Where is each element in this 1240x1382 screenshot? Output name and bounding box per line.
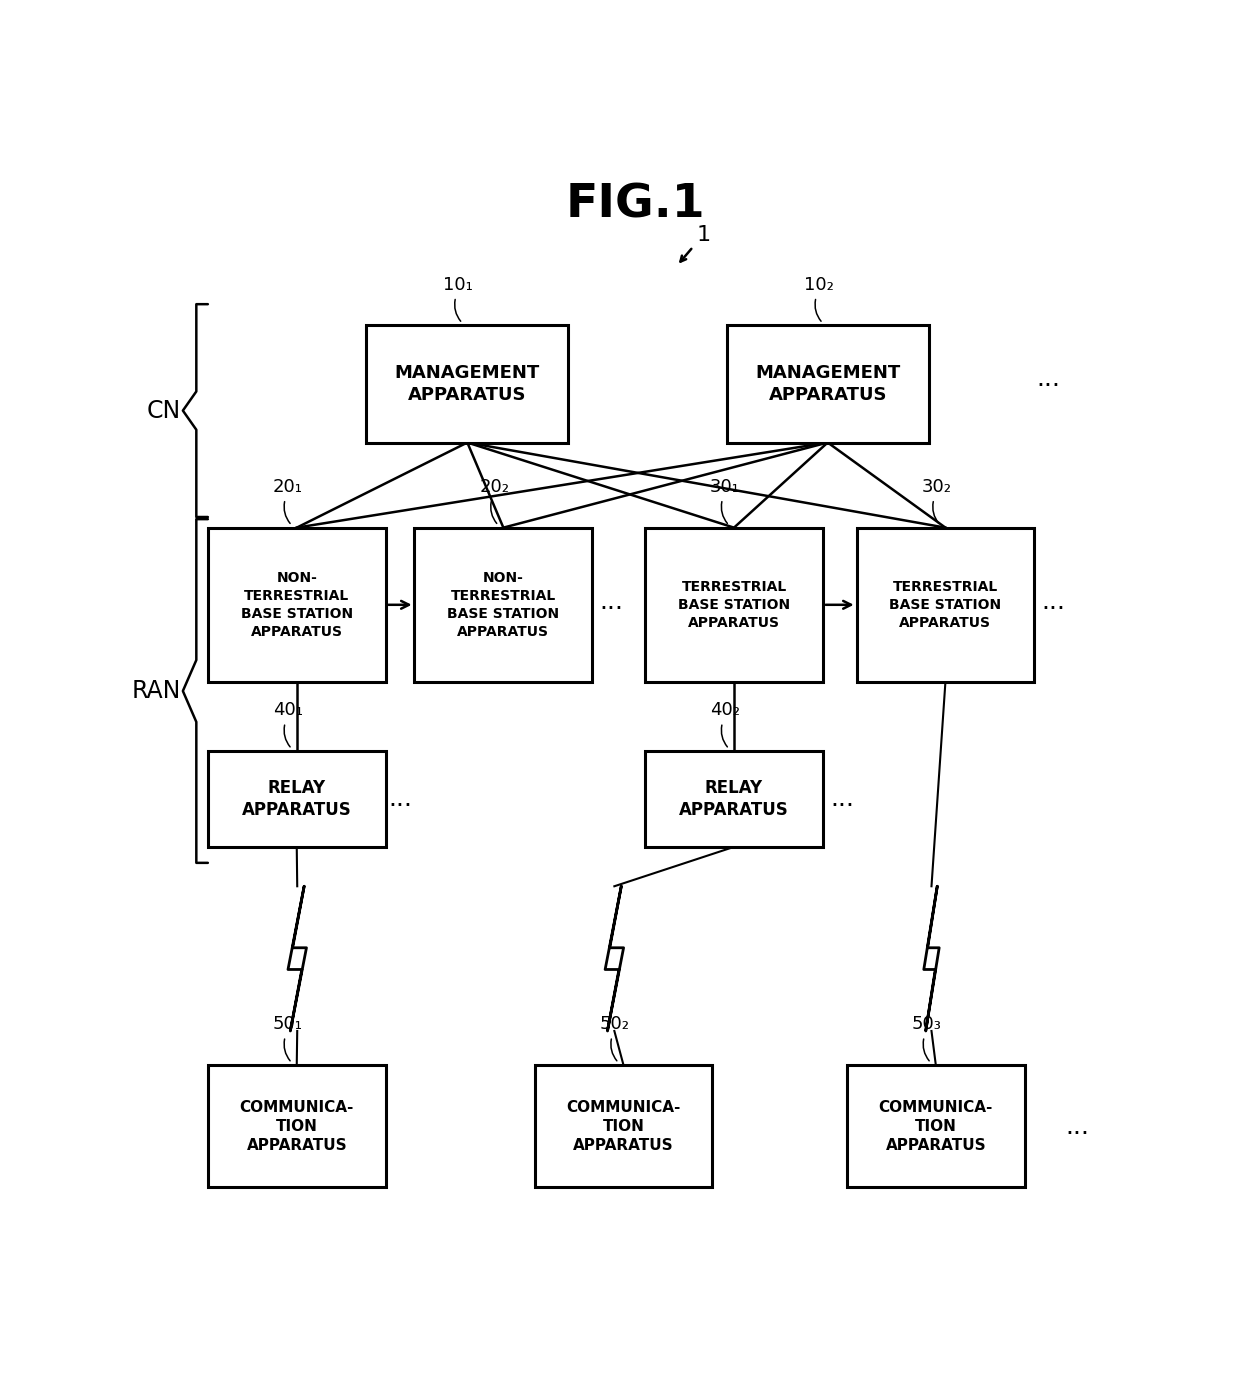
Text: 20₂: 20₂ xyxy=(480,478,510,496)
Text: FIG.1: FIG.1 xyxy=(565,182,706,228)
Text: COMMUNICA-
TION
APPARATUS: COMMUNICA- TION APPARATUS xyxy=(879,1100,993,1153)
Text: 50₂: 50₂ xyxy=(599,1016,630,1034)
Text: 30₂: 30₂ xyxy=(921,478,951,496)
Text: ...: ... xyxy=(1037,366,1060,391)
Text: MANAGEMENT
APPARATUS: MANAGEMENT APPARATUS xyxy=(394,363,539,405)
Text: COMMUNICA-
TION
APPARATUS: COMMUNICA- TION APPARATUS xyxy=(567,1100,681,1153)
Bar xyxy=(857,528,1034,681)
Text: COMMUNICA-
TION
APPARATUS: COMMUNICA- TION APPARATUS xyxy=(239,1100,353,1153)
Bar xyxy=(534,1066,713,1187)
Text: 40₂: 40₂ xyxy=(711,701,740,719)
Text: CN: CN xyxy=(146,398,181,423)
Bar xyxy=(414,528,593,681)
Bar xyxy=(208,528,386,681)
Text: NON-
TERRESTRIAL
BASE STATION
APPARATUS: NON- TERRESTRIAL BASE STATION APPARATUS xyxy=(241,571,353,638)
Bar xyxy=(645,528,823,681)
Bar xyxy=(208,752,386,847)
Text: ...: ... xyxy=(1042,590,1065,614)
Text: TERRESTRIAL
BASE STATION
APPARATUS: TERRESTRIAL BASE STATION APPARATUS xyxy=(678,580,790,630)
Text: 40₁: 40₁ xyxy=(273,701,303,719)
Text: RAN: RAN xyxy=(131,679,181,703)
Text: 1: 1 xyxy=(697,225,711,245)
Text: ...: ... xyxy=(388,786,412,811)
Bar xyxy=(847,1066,1024,1187)
Text: ...: ... xyxy=(1065,1115,1090,1139)
Text: 50₁: 50₁ xyxy=(273,1016,303,1034)
Text: NON-
TERRESTRIAL
BASE STATION
APPARATUS: NON- TERRESTRIAL BASE STATION APPARATUS xyxy=(448,571,559,638)
Bar xyxy=(367,326,568,442)
Bar xyxy=(645,752,823,847)
Text: 50₃: 50₃ xyxy=(911,1016,941,1034)
Text: ...: ... xyxy=(599,590,624,614)
Text: 30₁: 30₁ xyxy=(711,478,740,496)
Text: 10₂: 10₂ xyxy=(804,275,833,293)
Text: RELAY
APPARATUS: RELAY APPARATUS xyxy=(680,778,789,820)
Text: ...: ... xyxy=(830,786,854,811)
Text: TERRESTRIAL
BASE STATION
APPARATUS: TERRESTRIAL BASE STATION APPARATUS xyxy=(889,580,1002,630)
Text: RELAY
APPARATUS: RELAY APPARATUS xyxy=(242,778,352,820)
Bar xyxy=(727,326,929,442)
Text: 20₁: 20₁ xyxy=(273,478,303,496)
Bar xyxy=(208,1066,386,1187)
Text: 10₁: 10₁ xyxy=(444,275,474,293)
Text: MANAGEMENT
APPARATUS: MANAGEMENT APPARATUS xyxy=(755,363,900,405)
